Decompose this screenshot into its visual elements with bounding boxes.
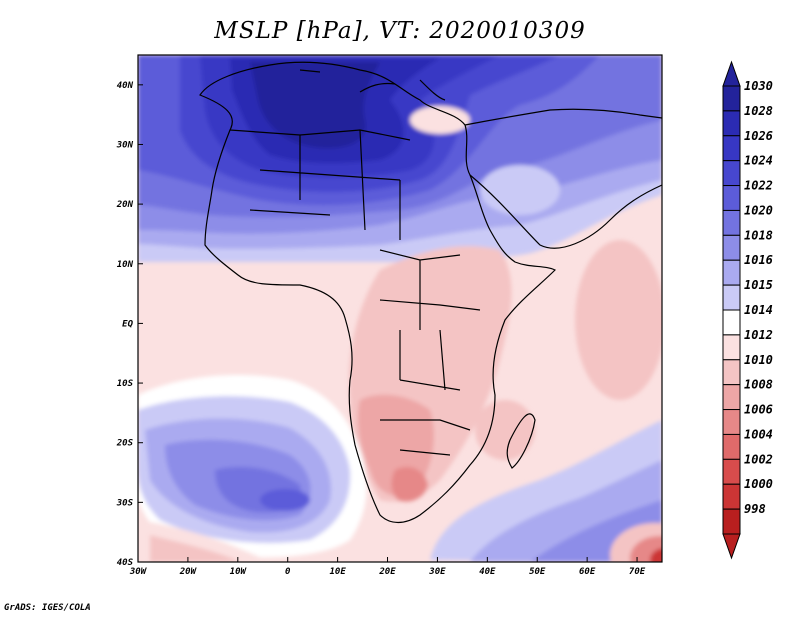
lat-tick-label: 20N xyxy=(116,200,134,210)
colorbar-swatch xyxy=(722,185,741,211)
colorbar-swatch xyxy=(722,234,741,261)
lat-tick-label: 10S xyxy=(117,379,134,389)
lat-tick-label: 30S xyxy=(116,498,134,508)
lon-tick-label: 50E xyxy=(529,567,546,577)
lat-tick-label: 20S xyxy=(116,439,134,449)
colorbar-label: 1028 xyxy=(744,104,773,118)
colorbar-swatch xyxy=(722,110,741,137)
lon-tick-label: 10W xyxy=(230,567,248,577)
colorbar-label: 1000 xyxy=(744,477,773,491)
lon-tick-label: 70E xyxy=(629,567,646,577)
colorbar-label: 1006 xyxy=(744,403,773,417)
colorbar-swatch xyxy=(722,384,741,411)
footer-credit: GrADS: IGES/COLA xyxy=(4,603,91,613)
colorbar-bottom-arrow xyxy=(722,533,741,560)
colorbar: 1030 1028 1026 1024 1022 1020 1018 1016 1015 1014… xyxy=(722,60,773,560)
colorbar-top-arrow xyxy=(722,60,741,87)
colorbar-label: 998 xyxy=(744,502,766,516)
colorbar-swatch xyxy=(722,334,741,361)
lon-tick-label: 30E xyxy=(428,567,446,577)
lon-tick-label: 40E xyxy=(479,567,496,577)
colorbar-swatch xyxy=(722,433,741,460)
colorbar-swatch xyxy=(722,508,741,535)
coastlines xyxy=(199,61,662,524)
lon-tick-label: 30W xyxy=(129,567,148,577)
colorbar-label: 1024 xyxy=(744,154,773,168)
colorbar-swatch xyxy=(722,458,741,485)
map-title: MSLP [hPa], VT: 2020010309 xyxy=(214,18,586,44)
lat-tick-label: 30N xyxy=(116,140,134,150)
colorbar-swatch xyxy=(722,483,741,510)
colorbar-label: 1015 xyxy=(744,278,773,292)
colorbar-swatch xyxy=(722,359,741,386)
lon-tick-label: 20E xyxy=(378,567,396,577)
colorbar-swatch xyxy=(722,209,741,236)
colorbar-label: 1012 xyxy=(744,328,773,342)
lon-tick-label: 20W xyxy=(179,567,198,577)
colorbar-swatch xyxy=(722,160,741,187)
colorbar-label: 1022 xyxy=(744,179,773,193)
lon-tick-label: 0 xyxy=(285,567,291,577)
colorbar-label: 1002 xyxy=(744,452,773,466)
colorbar-label: 1010 xyxy=(744,353,773,367)
colorbar-label: 1030 xyxy=(744,79,773,93)
colorbar-swatch xyxy=(722,284,741,311)
pressure-field xyxy=(138,55,662,562)
colorbar-swatch xyxy=(722,85,741,112)
lon-tick-label: 10E xyxy=(329,567,346,577)
map-axes: 30W 20W 10W 0 10E 20E 30E 40E 50E 60E 70E 40N 30N 20N… xyxy=(116,81,646,577)
colorbar-label: 1018 xyxy=(744,228,773,242)
colorbar-swatch xyxy=(722,409,741,435)
colorbar-swatch xyxy=(722,135,741,162)
colorbar-label: 1014 xyxy=(744,303,773,317)
lat-tick-label: EQ xyxy=(122,319,133,329)
map-frame xyxy=(137,54,663,563)
lon-tick-label: 60E xyxy=(579,567,596,577)
colorbar-label: 1026 xyxy=(744,129,773,143)
lat-tick-label: 10N xyxy=(117,260,134,270)
colorbar-swatch xyxy=(722,259,741,286)
colorbar-label: 1016 xyxy=(744,253,773,267)
colorbar-label: 1008 xyxy=(744,378,773,392)
colorbar-label: 1020 xyxy=(744,203,773,217)
colorbar-swatch xyxy=(722,309,741,336)
colorbar-label: 1004 xyxy=(744,427,773,441)
lat-tick-label: 40S xyxy=(117,558,134,568)
lat-tick-label: 40N xyxy=(117,81,134,91)
